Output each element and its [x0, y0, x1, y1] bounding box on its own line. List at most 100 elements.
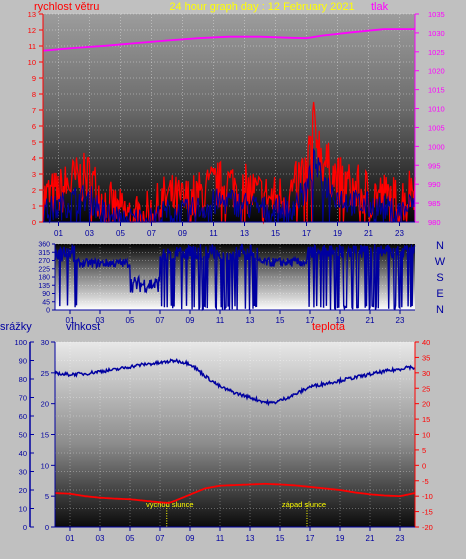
- pressure-y-tick-label: 1020: [428, 67, 445, 76]
- humidity-x-tick-label: 09: [186, 534, 195, 543]
- humidity-x-tick-label: 03: [96, 534, 105, 543]
- direction-y-tick-label: 135: [38, 283, 50, 290]
- wind-speed-series: [42, 101, 416, 225]
- direction-x-tick-label: 11: [216, 316, 225, 325]
- pressure-y-tick-label: 1025: [428, 48, 445, 57]
- wind-x-tick-label: 19: [333, 229, 342, 238]
- humidity-y-tick-label: 10: [41, 461, 49, 470]
- pressure-y-tick-label: 990: [428, 180, 441, 189]
- humidity-x-tick-label: 19: [336, 534, 345, 543]
- direction-y-tick-label: 360: [38, 242, 50, 249]
- wind-gust-series: [43, 147, 416, 224]
- wind-y-tick-label: 1: [32, 202, 36, 211]
- direction-y-tick-label: 180: [38, 275, 50, 282]
- rain-y-tick-label: 20: [19, 486, 27, 495]
- direction-x-tick-label: 15: [276, 316, 285, 325]
- humidity-axis-label: vlhkost: [66, 321, 100, 333]
- humidity-y-tick-label: 0: [45, 523, 49, 532]
- rain-y-tick-label: 80: [19, 375, 27, 384]
- wind-x-tick-label: 21: [364, 229, 373, 238]
- chart-marks: východ slunce západ slunce: [42, 28, 416, 527]
- wind-y-tick-label: 12: [28, 26, 36, 35]
- pressure-axis-label: tlak: [371, 1, 389, 13]
- humidity-x-tick-label: 21: [366, 534, 375, 543]
- humidity-y-tick-label: 5: [45, 492, 49, 501]
- wind-x-tick-label: 05: [116, 229, 125, 238]
- direction-y-tick-label: 315: [38, 250, 50, 257]
- temperature-y-tick-label: 10: [422, 431, 430, 440]
- humidity-y-tick-label: 30: [41, 338, 49, 347]
- wind-y-tick-label: 5: [32, 138, 36, 147]
- temperature-y-tick-label: 25: [422, 384, 430, 393]
- direction-y-tick-label: 45: [42, 299, 50, 306]
- rain-y-tick-label: 50: [19, 431, 27, 440]
- direction-x-tick-label: 07: [156, 316, 165, 325]
- direction-y-tick-label: 225: [38, 266, 50, 273]
- temperature-y-tick-label: 20: [422, 400, 430, 409]
- rain-y-tick-label: 70: [19, 394, 27, 403]
- wind-x-tick-label: 11: [209, 229, 218, 238]
- temperature-axis-label: teplota: [312, 321, 346, 333]
- pressure-y-tick-label: 1015: [428, 86, 445, 95]
- wind-x-tick-label: 07: [147, 229, 156, 238]
- wind-y-tick-label: 11: [28, 42, 36, 51]
- wind-x-tick-label: 03: [85, 229, 94, 238]
- compass-label-n: N: [436, 304, 444, 316]
- pressure-y-tick-label: 1000: [428, 142, 445, 151]
- temperature-y-tick-label: 15: [422, 415, 430, 424]
- wind-x-tick-label: 15: [271, 229, 280, 238]
- compass-label-e: E: [436, 288, 443, 300]
- direction-x-tick-label: 13: [246, 316, 255, 325]
- humidity-x-tick-label: 07: [156, 534, 165, 543]
- temperature-y-tick-label: -20: [422, 523, 433, 532]
- direction-x-tick-label: 21: [366, 316, 375, 325]
- pressure-y-tick-label: 1030: [428, 29, 445, 38]
- wind-x-tick-label: 17: [302, 229, 311, 238]
- wind-y-tick-label: 6: [32, 122, 36, 131]
- temperature-y-tick-label: -5: [422, 477, 429, 486]
- pressure-y-tick-label: 980: [428, 218, 441, 227]
- temperature-y-tick-label: 30: [422, 369, 430, 378]
- wind-y-tick-label: 10: [28, 58, 36, 67]
- direction-x-tick-label: 09: [186, 316, 195, 325]
- pressure-y-tick-label: 1010: [428, 105, 445, 114]
- wind-direction-series: [54, 243, 416, 312]
- temperature-y-tick-label: 5: [422, 446, 426, 455]
- wind-x-tick-label: 01: [54, 229, 63, 238]
- wind-axis-label: rychlost větru: [34, 1, 99, 13]
- sunrise-label: východ slunce: [146, 500, 194, 509]
- direction-x-tick-label: 19: [336, 316, 345, 325]
- rain-y-tick-label: 90: [19, 357, 27, 366]
- humidity-x-tick-label: 13: [246, 534, 255, 543]
- direction-x-tick-label: 05: [126, 316, 135, 325]
- pressure-series: [42, 28, 415, 52]
- rain-y-tick-label: 30: [19, 468, 27, 477]
- direction-y-tick-label: 270: [38, 258, 50, 265]
- direction-x-tick-label: 01: [66, 316, 75, 325]
- humidity-y-tick-label: 25: [41, 369, 49, 378]
- humidity-y-tick-label: 20: [41, 400, 49, 409]
- sunset-label: západ slunce: [282, 500, 326, 509]
- compass-label-w: W: [435, 256, 446, 268]
- rain-axis-label: srážky: [0, 321, 32, 333]
- temperature-y-tick-label: -15: [422, 508, 433, 517]
- pressure-y-tick-label: 995: [428, 161, 441, 170]
- wind-x-tick-label: 23: [395, 229, 404, 238]
- rain-y-tick-label: 40: [19, 449, 27, 458]
- humidity-x-tick-label: 17: [306, 534, 315, 543]
- wind-chart-title: 24 hour graph day : 12 February 2021: [169, 1, 354, 13]
- wind-y-tick-label: 7: [32, 106, 36, 115]
- temperature-y-tick-label: 35: [422, 353, 430, 362]
- wind-y-tick-label: 8: [32, 90, 36, 99]
- wind-y-tick-label: 2: [32, 186, 36, 195]
- wind-y-tick-label: 4: [32, 154, 36, 163]
- humidity-series: [54, 357, 416, 407]
- pressure-y-tick-label: 1035: [428, 10, 445, 19]
- temperature-y-tick-label: 40: [422, 338, 430, 347]
- wind-x-tick-label: 13: [240, 229, 249, 238]
- humidity-x-tick-label: 23: [396, 534, 405, 543]
- rain-y-tick-label: 60: [19, 412, 27, 421]
- rain-y-tick-label: 100: [14, 338, 27, 347]
- temperature-series: [55, 482, 416, 504]
